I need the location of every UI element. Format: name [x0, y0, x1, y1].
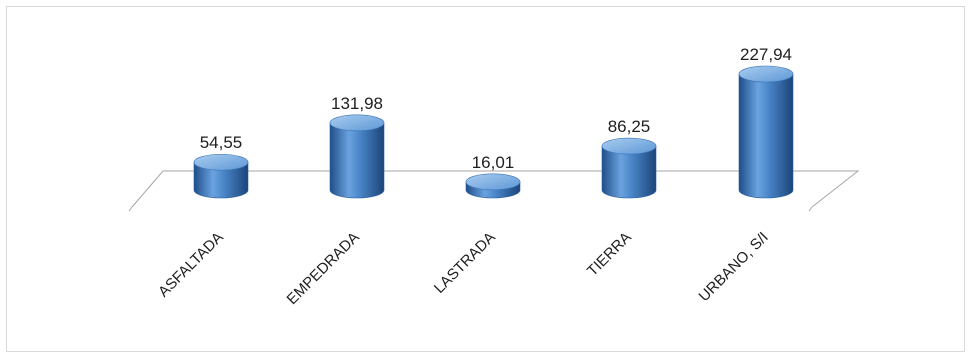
bar-body — [193, 161, 249, 199]
bar-1 — [193, 153, 249, 199]
bar-top-cap — [193, 153, 249, 171]
bar-top-cap — [465, 173, 521, 191]
bar-top-cap — [601, 137, 657, 155]
bar-3 — [465, 173, 521, 199]
floor-tick — [808, 206, 813, 212]
floor-outline — [131, 170, 860, 208]
category-label: EMPEDRADA — [284, 229, 363, 308]
bar-top-cap — [738, 65, 794, 83]
bars-layer — [193, 65, 794, 199]
data-label: 86,25 — [608, 117, 651, 136]
category-label: ASFALTADA — [155, 229, 227, 301]
floor-plane — [128, 170, 860, 212]
bar-2 — [329, 114, 385, 199]
floor-tick — [128, 206, 133, 212]
data-label: 16,01 — [472, 153, 515, 172]
data-label: 227,94 — [740, 45, 792, 64]
data-labels-layer: 54,55 131,98 16,01 86,25 227,94 — [200, 45, 792, 172]
bar-5 — [738, 65, 794, 199]
data-label: 131,98 — [331, 94, 383, 113]
category-labels-layer: ASFALTADA EMPEDRADA LASTRADA TIERRA URBANO, … — [155, 229, 772, 308]
bar-top-cap — [329, 114, 385, 132]
category-label: URBANO, S/I — [696, 229, 772, 305]
bar-body — [738, 73, 794, 199]
data-label: 54,55 — [200, 133, 243, 152]
category-label: TIERRA — [584, 229, 635, 280]
bar-4 — [601, 137, 657, 199]
category-label: LASTRADA — [431, 229, 499, 297]
bar-body — [601, 145, 657, 199]
bar-body — [329, 122, 385, 199]
